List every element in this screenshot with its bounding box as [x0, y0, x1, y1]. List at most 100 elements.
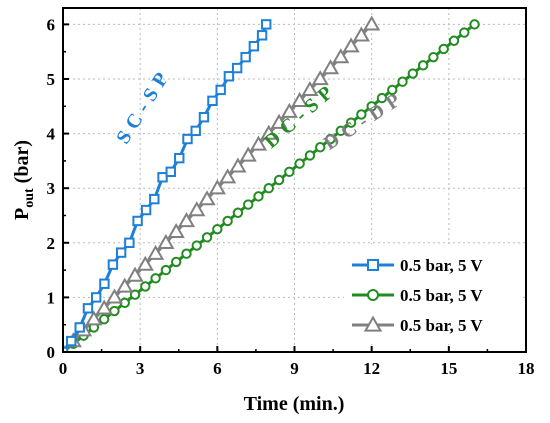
triangle-marker — [291, 91, 309, 107]
triangle-marker — [342, 37, 360, 53]
triangle-marker — [126, 266, 144, 282]
circle-marker — [140, 281, 151, 292]
x-tick-label: 0 — [59, 359, 68, 378]
triangle-marker — [208, 179, 226, 195]
square-marker — [248, 41, 260, 52]
square-marker — [261, 19, 272, 30]
y-tick-label: 2 — [47, 234, 56, 253]
circle-marker — [170, 256, 182, 268]
y-axis-label-main: P — [11, 208, 33, 220]
y-axis-label: Pout (bar) — [11, 140, 37, 220]
circle-marker — [417, 60, 429, 71]
square-marker — [132, 215, 143, 227]
triangle-marker — [95, 299, 113, 315]
triangle-marker — [157, 233, 175, 249]
square-marker — [190, 125, 201, 137]
circle-marker — [150, 273, 161, 284]
circle-marker — [315, 142, 326, 153]
x-axis-label: Time (min.) — [244, 393, 345, 415]
triangle-marker — [363, 315, 383, 332]
triangle-marker — [239, 146, 257, 162]
square-marker — [74, 322, 85, 333]
circle-marker — [448, 35, 460, 46]
circle-marker — [263, 182, 274, 194]
triangle-marker — [280, 102, 298, 118]
square-marker — [140, 204, 152, 216]
circle-marker — [345, 117, 357, 128]
triangle-marker — [352, 26, 370, 42]
y-tick-label: 5 — [47, 70, 56, 89]
square-marker — [198, 112, 210, 123]
y-axis-label-unit: (bar) — [11, 140, 33, 188]
circle-marker — [294, 158, 305, 169]
triangle-marker — [136, 255, 154, 271]
square-marker — [124, 237, 135, 248]
legend: 0.5 bar, 5 V 0.5 bar, 5 V 0.5 bar, 5 V — [344, 244, 522, 344]
triangle-marker — [332, 48, 350, 64]
circle-marker — [160, 264, 172, 276]
circle-marker — [366, 101, 377, 112]
circle-marker — [438, 43, 449, 55]
legend-label: 0.5 bar, 5 V — [400, 256, 483, 275]
triangle-marker — [301, 81, 319, 97]
triangle-marker — [270, 113, 288, 129]
circle-marker — [181, 248, 192, 259]
series-layer — [63, 15, 480, 352]
circle-marker — [273, 174, 285, 186]
legend-label: 0.5 bar, 5 V — [400, 286, 483, 305]
circle-marker — [284, 166, 295, 178]
x-tick-label: 15 — [440, 359, 457, 378]
square-marker — [99, 278, 110, 289]
square-marker — [240, 51, 251, 63]
triangle-marker — [167, 222, 185, 239]
square-marker — [149, 193, 160, 205]
triangle-marker — [249, 135, 268, 151]
circle-marker — [253, 191, 264, 202]
square-marker — [182, 133, 193, 145]
square-marker — [231, 62, 243, 74]
circle-marker — [98, 314, 110, 325]
circle-marker — [428, 51, 439, 63]
triangle-marker — [85, 310, 103, 326]
square-marker — [66, 335, 77, 347]
circle-marker — [232, 207, 244, 218]
square-marker — [207, 95, 218, 107]
circle-marker — [397, 76, 408, 87]
circle-marker — [243, 199, 254, 210]
triangle-marker — [311, 70, 329, 86]
circle-marker — [212, 223, 223, 235]
x-tick-label: 6 — [213, 359, 222, 378]
square-marker — [107, 259, 119, 270]
square-marker — [367, 259, 379, 271]
series-annotation: SC-SP — [112, 64, 176, 148]
square-marker — [90, 292, 102, 303]
triangle-marker — [321, 59, 340, 75]
x-tick-label: 3 — [136, 359, 145, 378]
circle-marker — [367, 289, 379, 301]
square-marker — [223, 71, 235, 82]
circle-marker — [376, 92, 388, 104]
y-tick-label: 0 — [47, 343, 56, 362]
y-tick-label: 4 — [47, 125, 56, 144]
square-marker — [165, 166, 176, 178]
square-marker — [215, 84, 226, 96]
circle-marker — [201, 232, 213, 243]
square-marker — [82, 303, 94, 314]
circle-marker — [407, 68, 419, 79]
y-tick-label: 6 — [47, 15, 56, 34]
circle-marker — [459, 27, 470, 38]
circle-marker — [335, 125, 346, 137]
triangle-marker — [147, 244, 165, 260]
triangle-marker — [229, 157, 247, 173]
circle-marker — [387, 84, 398, 96]
circle-marker — [469, 19, 480, 30]
triangle-marker — [198, 190, 216, 206]
circle-marker — [304, 150, 316, 161]
x-tick-label: 12 — [363, 359, 380, 378]
square-marker — [256, 30, 268, 41]
circle-marker — [356, 109, 367, 120]
triangle-marker — [363, 15, 381, 31]
square-marker — [115, 247, 127, 258]
